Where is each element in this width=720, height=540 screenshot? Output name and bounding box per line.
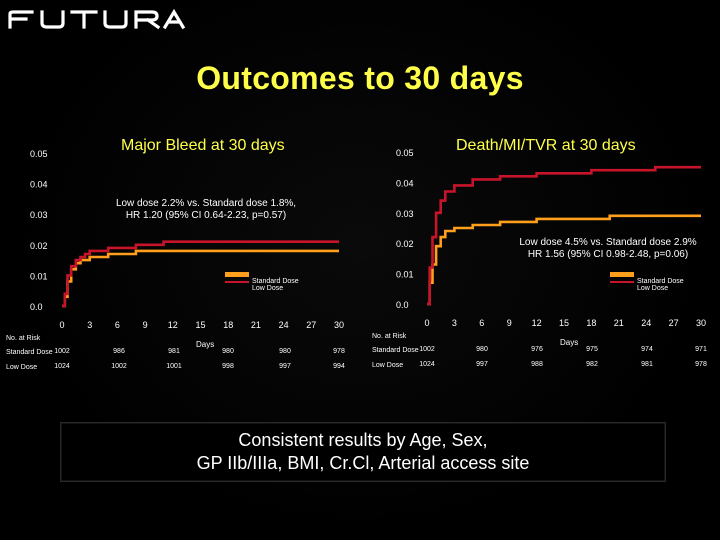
chart-left-x-tick-label: 24 [279, 320, 289, 330]
chart-right-title: Death/MI/TVR at 30 days [456, 137, 636, 154]
futura-logo: FUTURA [6, 8, 186, 35]
futura-logo-mark [8, 8, 186, 30]
chart-left-annotation-line: Low dose 2.2% vs. Standard dose 1.8%, [116, 198, 296, 209]
chart-right-y-tick-label: 0.02 [396, 239, 414, 249]
chart-left-x-tick-label: 18 [223, 320, 233, 330]
chart-left-x-tick-label: 27 [306, 320, 316, 330]
chart-right-series-low-line [427, 165, 701, 306]
chart-left-x-tick-label: 3 [87, 320, 92, 330]
summary-line-1: Consistent results by Age, Sex, [238, 430, 488, 450]
chart-left-y-tick-label: 0.01 [30, 271, 48, 281]
chart-left-at-risk-value: 978 [333, 348, 345, 355]
chart-left-x-tick-label: 12 [168, 320, 178, 330]
chart-left-legend-label: Standard Dose [252, 278, 299, 285]
chart-left-y-tick-label: 0.0 [30, 302, 43, 312]
chart-right-x-tick-label: 15 [559, 318, 569, 328]
chart-right-x-tick-label: 27 [669, 318, 679, 328]
chart-right-y-tick-label: 0.05 [396, 148, 414, 158]
chart-right-at-risk-value: 975 [586, 346, 598, 353]
chart-right-x-tick-label: 3 [452, 318, 457, 328]
chart-left-x-tick-label: 0 [59, 320, 64, 330]
chart-right-x-tick-label: 24 [641, 318, 651, 328]
chart-right-series-standard-line [427, 214, 701, 306]
chart-right-legend-label: Low Dose [637, 285, 668, 292]
chart-right-y-tick-label: 0.01 [396, 270, 414, 280]
chart-left-legend-swatch-low [225, 281, 249, 283]
chart-left-y-tick-label: 0.03 [30, 210, 48, 220]
chart-left-legend-swatch-standard [225, 272, 249, 277]
chart-right-at-risk-value: 976 [531, 346, 543, 353]
chart-left-annotation-line: HR 1.20 (95% CI 0.64-2.23, p=0.57) [126, 210, 286, 221]
chart-right-legend-swatch-standard [610, 272, 634, 277]
chart-right-at-risk-value: 974 [641, 346, 653, 353]
chart-right-annotation-line: HR 1.56 (95% CI 0.98-2.48, p=0.06) [528, 249, 688, 260]
chart-right-x-tick-label: 18 [586, 318, 596, 328]
chart-right-at-risk-value: 981 [641, 361, 653, 368]
at-risk-row-label-standard-left: Standard Dose [6, 349, 53, 356]
chart-right-at-risk-value: 1024 [419, 361, 435, 368]
chart-left-at-risk-value: 980 [222, 348, 234, 355]
chart-right-x-tick-label: 0 [424, 318, 429, 328]
chart-left-title: Major Bleed at 30 days [121, 137, 285, 154]
slide-title: Outcomes to 30 days [196, 60, 524, 96]
chart-right-x-tick-label: 21 [614, 318, 624, 328]
chart-left-x-tick-label: 15 [195, 320, 205, 330]
chart-left-x-tick-label: 6 [115, 320, 120, 330]
at-risk-row-label-low-right: Low Dose [372, 362, 404, 369]
chart-right-at-risk-value: 1002 [419, 346, 435, 353]
chart-right-at-risk-value: 978 [695, 361, 707, 368]
chart-right-x-tick-label: 9 [507, 318, 512, 328]
days-label-left: Days [196, 340, 215, 349]
chart-left-at-risk-value: 994 [333, 363, 345, 370]
chart-right-x-tick-label: 6 [479, 318, 484, 328]
chart-right-legend-swatch-low [610, 281, 634, 283]
chart-left-legend-label: Low Dose [252, 285, 283, 292]
chart-left-at-risk-value: 986 [113, 348, 125, 355]
chart-right-at-risk-value: 980 [476, 346, 488, 353]
chart-left-series-low-line [62, 240, 339, 308]
chart-left-y-tick-label: 0.02 [30, 241, 48, 251]
summary-banner: Consistent results by Age, Sex, GP IIb/I… [60, 422, 666, 482]
chart-left-at-risk-value: 981 [168, 348, 180, 355]
chart-right-x-tick-label: 12 [532, 318, 542, 328]
at-risk-row-label-standard-right: Standard Dose [372, 347, 419, 354]
summary-line-2: GP IIb/IIIa, BMI, Cr.Cl, Arterial access… [196, 453, 530, 473]
at-risk-header-right: No. at Risk [372, 333, 407, 340]
chart-right-x-tick-label: 30 [696, 318, 706, 328]
chart-right-y-tick-label: 0.03 [396, 209, 414, 219]
chart-left-x-tick-label: 30 [334, 320, 344, 330]
chart-left-at-risk-value: 1002 [54, 348, 70, 355]
chart-right-at-risk-value: 971 [695, 346, 707, 353]
chart-left-at-risk-value: 997 [279, 363, 291, 370]
chart-left-y-tick-label: 0.05 [30, 149, 48, 159]
chart-right-y-tick-label: 0.0 [396, 300, 409, 310]
at-risk-row-label-low-left: Low Dose [6, 364, 38, 371]
chart-right-annotation-line: Low dose 4.5% vs. Standard dose 2.9% [519, 237, 696, 248]
chart-left-x-tick-label: 9 [143, 320, 148, 330]
chart-right-at-risk-value: 982 [586, 361, 598, 368]
chart-left-y-tick-label: 0.04 [30, 180, 48, 190]
chart-left-at-risk-value: 980 [279, 348, 291, 355]
chart-right-at-risk-value: 988 [531, 361, 543, 368]
days-label-right: Days [560, 338, 579, 347]
chart-left-at-risk-value: 1002 [111, 363, 127, 370]
chart-left-series-standard-line [62, 249, 339, 308]
chart-right-at-risk-value: 997 [476, 361, 488, 368]
chart-left-x-tick-label: 21 [251, 320, 261, 330]
chart-left-at-risk-value: 998 [222, 363, 234, 370]
chart-right-y-tick-label: 0.04 [396, 178, 414, 188]
chart-left-at-risk-value: 1024 [54, 363, 70, 370]
chart-right-legend-label: Standard Dose [637, 278, 684, 285]
at-risk-header-left: No. at Risk [6, 335, 41, 342]
chart-left-at-risk-value: 1001 [166, 363, 182, 370]
